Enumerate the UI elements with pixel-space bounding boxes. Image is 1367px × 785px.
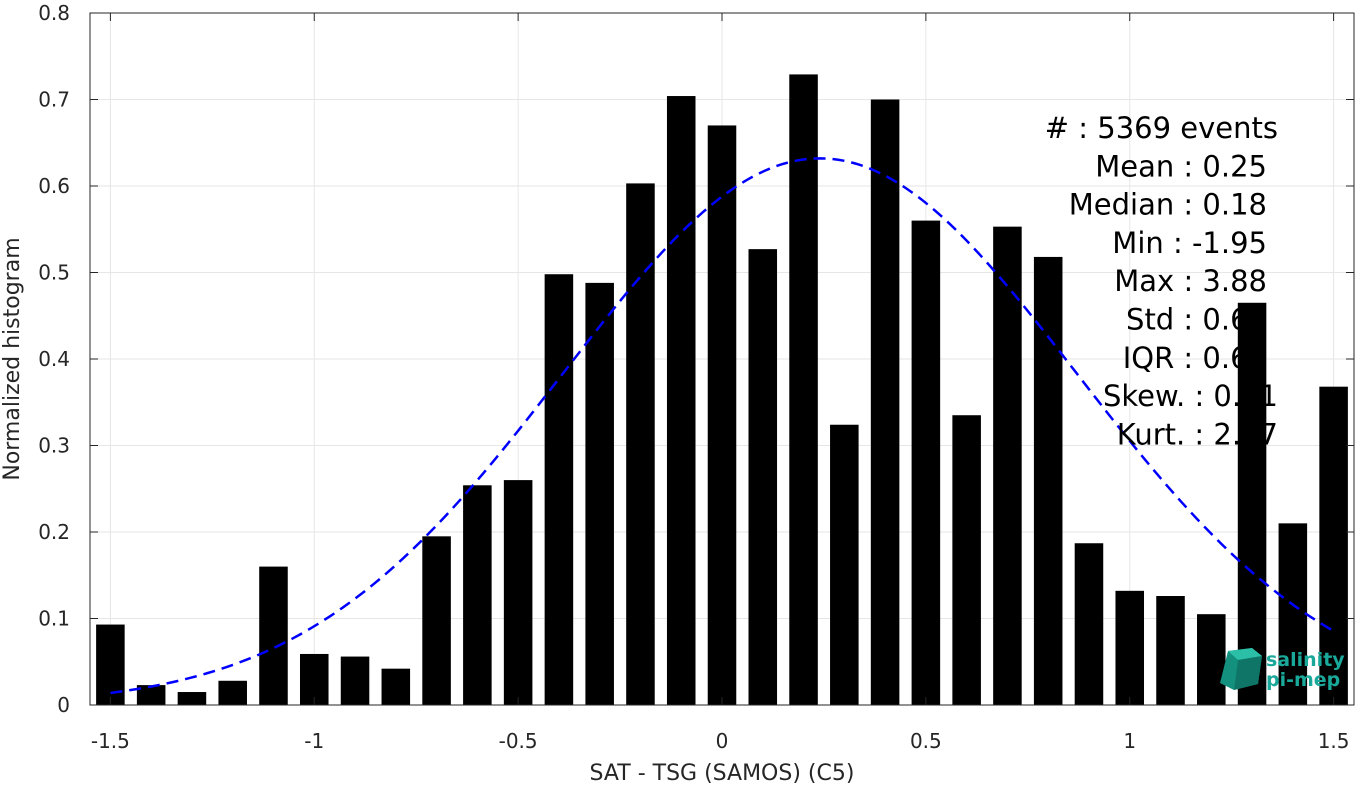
- histogram-bar: [1237, 302, 1267, 705]
- logo-text-pi-mep: pi-mep: [1266, 669, 1340, 691]
- stats-line-std: Std : 0.68: [1126, 303, 1267, 337]
- histogram-bar: [544, 274, 574, 705]
- x-tick-label: 0: [716, 729, 729, 753]
- histogram-bar: [136, 685, 166, 705]
- histogram-bar: [1156, 596, 1185, 705]
- stats-line-median: Median : 0.18: [1069, 188, 1267, 222]
- stats-line-kurt: Kurt. : 2.77: [1117, 417, 1278, 451]
- histogram-bar: [993, 226, 1022, 705]
- y-tick-label: 0.4: [38, 347, 70, 371]
- histogram-bar: [707, 125, 737, 705]
- histogram-bar: [952, 415, 981, 705]
- histogram-bar: [1278, 523, 1308, 705]
- stats-line-skew: Skew. : 0.01: [1103, 379, 1278, 413]
- y-axis-ticks: 0 0.1 0.2 0.3 0.4 0.5 0.6 0.7 0.8: [38, 1, 1354, 717]
- y-tick-label: 0.5: [38, 261, 70, 285]
- x-tick-label: -1: [304, 729, 324, 753]
- histogram-bar: [381, 668, 411, 705]
- histogram-bar: [626, 183, 655, 705]
- histogram-bar: [218, 680, 247, 705]
- histogram-bar: [503, 480, 533, 705]
- x-tick-label: -1.5: [91, 729, 130, 753]
- x-tick-label: 0.5: [910, 729, 942, 753]
- bars-layer: [96, 74, 1348, 706]
- logo-cube-icon: [1220, 648, 1262, 690]
- x-axis-title: SAT - TSG (SAMOS) (C5): [590, 761, 855, 785]
- histogram-bar: [1319, 386, 1348, 705]
- stats-line-mean: Mean : 0.25: [1095, 149, 1267, 183]
- histogram-bar: [748, 249, 778, 705]
- y-tick-label: 0.2: [38, 520, 70, 544]
- x-tick-label: 1.5: [1318, 729, 1350, 753]
- histogram-bar: [259, 566, 288, 705]
- histogram-bar: [340, 656, 370, 705]
- y-axis-title: Normalized histogram: [0, 237, 25, 480]
- x-tick-label: 1: [1123, 729, 1136, 753]
- y-tick-label: 0.8: [38, 1, 70, 25]
- x-tick-label: -0.5: [499, 729, 538, 753]
- salinity-pi-mep-logo: salinity pi-mep: [1220, 648, 1345, 691]
- histogram-bar: [666, 96, 696, 706]
- histogram-bar: [1033, 256, 1063, 705]
- histogram-bar: [177, 692, 207, 705]
- stats-line-max: Max : 3.88: [1114, 264, 1267, 298]
- histogram-bar: [1074, 543, 1104, 705]
- histogram-bar: [585, 282, 614, 705]
- histogram-bar: [1197, 614, 1226, 705]
- stats-line-count: # : 5369 events: [1045, 111, 1278, 145]
- histogram-bar: [789, 74, 818, 706]
- stats-line-iqr: IQR : 0.67: [1123, 341, 1267, 375]
- histogram-bar: [463, 485, 492, 705]
- y-tick-label: 0: [57, 693, 70, 717]
- gaussian-fit-curve: [110, 157, 1335, 695]
- y-tick-label: 0.3: [38, 434, 70, 458]
- stats-box: # : 5369 events Mean : 0.25 Median : 0.1…: [1045, 111, 1278, 451]
- y-tick-label: 0.1: [38, 607, 70, 631]
- histogram-bar: [96, 624, 125, 705]
- histogram-bar: [911, 220, 941, 705]
- histogram-bar: [422, 536, 451, 705]
- histogram-bar: [299, 653, 329, 705]
- histogram-bar: [830, 424, 859, 705]
- histogram-bar: [870, 99, 900, 705]
- histogram-bar: [1115, 590, 1145, 705]
- y-tick-label: 0.7: [38, 88, 70, 112]
- y-tick-label: 0.6: [38, 174, 70, 198]
- logo-text-salinity: salinity: [1266, 649, 1345, 671]
- stats-line-min: Min : -1.95: [1112, 226, 1267, 260]
- x-axis-ticks: -1.5 -1 -0.5 0 0.5 1 1.5: [91, 13, 1350, 753]
